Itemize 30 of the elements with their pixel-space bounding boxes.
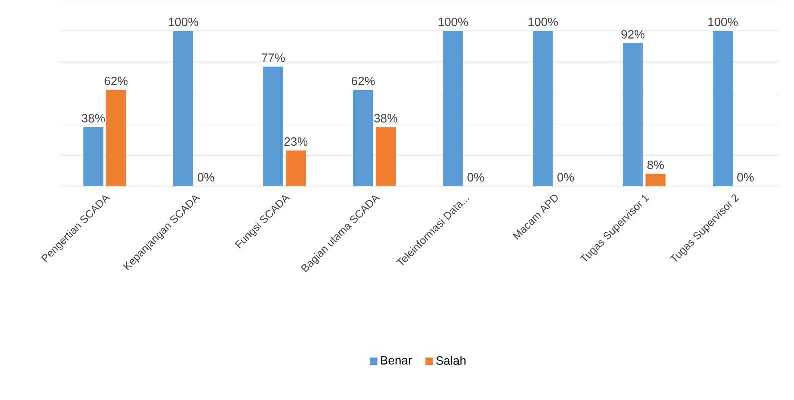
data-label: 62% — [104, 77, 128, 86]
bar — [443, 31, 464, 187]
data-label: 77% — [262, 54, 286, 62]
data-label: 100% — [438, 18, 468, 27]
bar — [713, 31, 734, 187]
data-label: 0% — [558, 173, 574, 182]
bar — [286, 150, 306, 187]
data-label: 23% — [284, 138, 308, 146]
legend-label: Benar — [381, 356, 412, 365]
bar — [353, 90, 374, 187]
legend-label: Salah — [436, 356, 466, 366]
bar — [263, 67, 284, 187]
data-label: 100% — [528, 18, 558, 27]
bar — [533, 31, 554, 187]
bar — [174, 31, 194, 187]
bar — [646, 174, 666, 187]
data-label: 100% — [708, 18, 738, 27]
data-label: 62% — [352, 77, 375, 86]
bar — [106, 90, 126, 187]
data-label: 0% — [198, 173, 214, 182]
bar — [623, 44, 644, 187]
data-label: 38% — [82, 114, 106, 123]
data-label: 38% — [374, 114, 398, 123]
data-label: 100% — [169, 18, 198, 27]
bar — [376, 128, 396, 187]
data-label: 92% — [622, 30, 645, 39]
bar — [84, 128, 104, 187]
data-label: 0% — [737, 173, 754, 182]
data-label: 8% — [648, 161, 664, 170]
data-label: 0% — [468, 173, 484, 182]
